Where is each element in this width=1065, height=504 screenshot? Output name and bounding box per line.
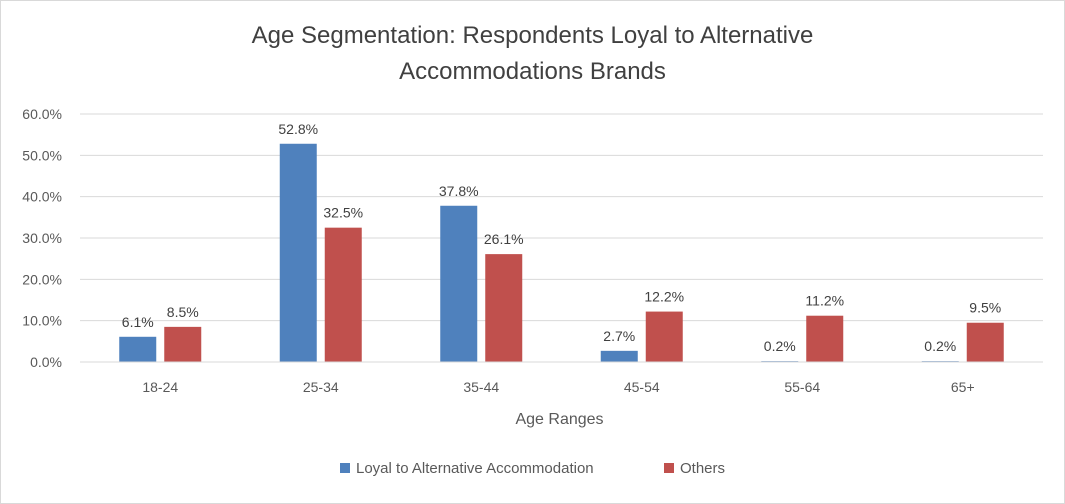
x-axis-title: Age Ranges xyxy=(515,411,603,428)
data-labels: 6.1% 8.5% 52.8% 32.5% 37.8% 26.1% 2.7% 12.2% 0.2… xyxy=(122,121,1001,354)
bar-loyal xyxy=(279,143,317,362)
bar-others xyxy=(645,311,683,362)
y-tick-label: 60.0% xyxy=(22,106,62,122)
bar-others xyxy=(806,315,844,362)
bar-others xyxy=(164,326,202,362)
x-tick-label: 35-44 xyxy=(463,379,499,395)
x-tick-label: 25-34 xyxy=(303,379,339,395)
legend-swatch xyxy=(340,463,350,473)
chart-title: Age Segmentation: Respondents Loyal to A… xyxy=(251,22,814,49)
x-tick-label: 45-54 xyxy=(624,379,660,395)
data-label: 8.5% xyxy=(167,304,199,320)
x-tick-label: 55-64 xyxy=(784,379,820,395)
y-tick-label: 0.0% xyxy=(30,354,62,370)
bar-loyal xyxy=(440,205,478,362)
data-label: 11.2% xyxy=(805,293,844,309)
legend-label: Loyal to Alternative Accommodation xyxy=(356,460,594,477)
data-label: 52.8% xyxy=(278,121,318,137)
bar-others xyxy=(485,254,523,362)
bar-loyal xyxy=(119,336,157,362)
y-tick-label: 20.0% xyxy=(22,271,62,287)
bar-others xyxy=(324,227,362,362)
data-label: 6.1% xyxy=(122,314,154,330)
data-label: 2.7% xyxy=(603,328,635,344)
data-label: 12.2% xyxy=(644,289,684,305)
y-tick-label: 30.0% xyxy=(22,230,62,246)
data-label: 9.5% xyxy=(969,300,1001,316)
legend-swatch xyxy=(664,463,674,473)
y-axis-ticks: 0.0% 10.0% 20.0% 30.0% 40.0% 50.0% 60.0% xyxy=(22,106,62,370)
y-tick-label: 40.0% xyxy=(22,189,62,205)
data-label: 32.5% xyxy=(323,205,363,221)
legend-label: Others xyxy=(680,460,725,477)
data-label: 0.2% xyxy=(924,338,956,354)
data-label: 0.2% xyxy=(764,338,796,354)
x-tick-label: 18-24 xyxy=(142,379,178,395)
bar-loyal xyxy=(600,350,638,362)
chart-title-line2: Accommodations Brands xyxy=(399,58,666,85)
bar-others xyxy=(966,322,1004,362)
y-tick-label: 50.0% xyxy=(22,147,62,163)
y-tick-label: 10.0% xyxy=(22,313,62,329)
x-tick-label: 65+ xyxy=(951,379,975,395)
legend: Loyal to Alternative Accommodation Others xyxy=(340,460,725,477)
data-label: 26.1% xyxy=(484,231,524,247)
x-axis-ticks: 18-24 25-34 35-44 45-54 55-64 65+ xyxy=(142,379,974,395)
gridlines xyxy=(80,113,1043,322)
data-label: 37.8% xyxy=(439,183,479,199)
bars xyxy=(119,143,1004,362)
